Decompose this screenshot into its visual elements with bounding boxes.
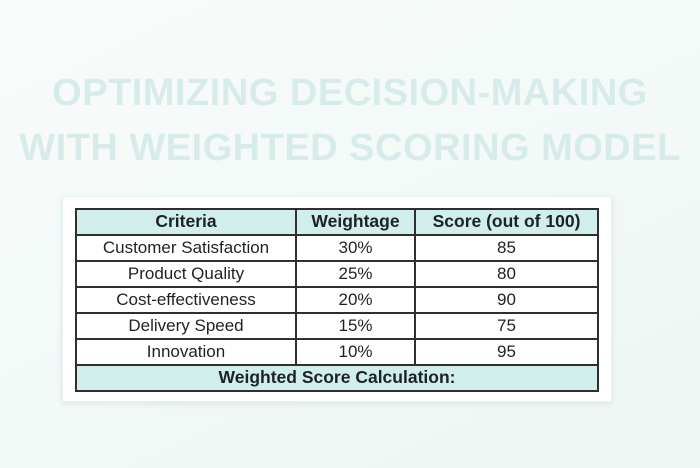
header-cell-weightage: Weightage [295, 208, 416, 236]
table-header-row: Criteria Weightage Score (out of 100) [75, 208, 599, 236]
cell-weightage: 20% [295, 286, 416, 314]
cell-criteria: Delivery Speed [75, 312, 297, 340]
table-row: Cost-effectiveness 20% 90 [75, 286, 599, 314]
cell-score: 95 [414, 338, 599, 366]
cell-score: 90 [414, 286, 599, 314]
cell-weightage: 25% [295, 260, 416, 288]
table-footer-row: Weighted Score Calculation: [75, 364, 599, 392]
cell-weightage: 15% [295, 312, 416, 340]
cell-criteria: Cost-effectiveness [75, 286, 297, 314]
table-row: Product Quality 25% 80 [75, 260, 599, 288]
cell-criteria: Customer Satisfaction [75, 234, 297, 262]
table-row: Innovation 10% 95 [75, 338, 599, 366]
table-card: Criteria Weightage Score (out of 100) Cu… [62, 196, 612, 402]
cell-score: 85 [414, 234, 599, 262]
table-row: Customer Satisfaction 30% 85 [75, 234, 599, 262]
table-row: Delivery Speed 15% 75 [75, 312, 599, 340]
header-cell-criteria: Criteria [75, 208, 297, 236]
cell-score: 75 [414, 312, 599, 340]
cell-score: 80 [414, 260, 599, 288]
weighted-scoring-table: Criteria Weightage Score (out of 100) Cu… [75, 208, 599, 392]
cell-criteria: Innovation [75, 338, 297, 366]
page-title: OPTIMIZING DECISION-MAKING WITH WEIGHTED… [0, 66, 700, 176]
cell-weightage: 30% [295, 234, 416, 262]
header-cell-score: Score (out of 100) [414, 208, 599, 236]
page-title-line-1: OPTIMIZING DECISION-MAKING [52, 72, 648, 114]
cell-weightage: 10% [295, 338, 416, 366]
footer-cell-weighted-score: Weighted Score Calculation: [75, 364, 599, 392]
page-title-line-2: WITH WEIGHTED SCORING MODEL [19, 127, 681, 169]
cell-criteria: Product Quality [75, 260, 297, 288]
